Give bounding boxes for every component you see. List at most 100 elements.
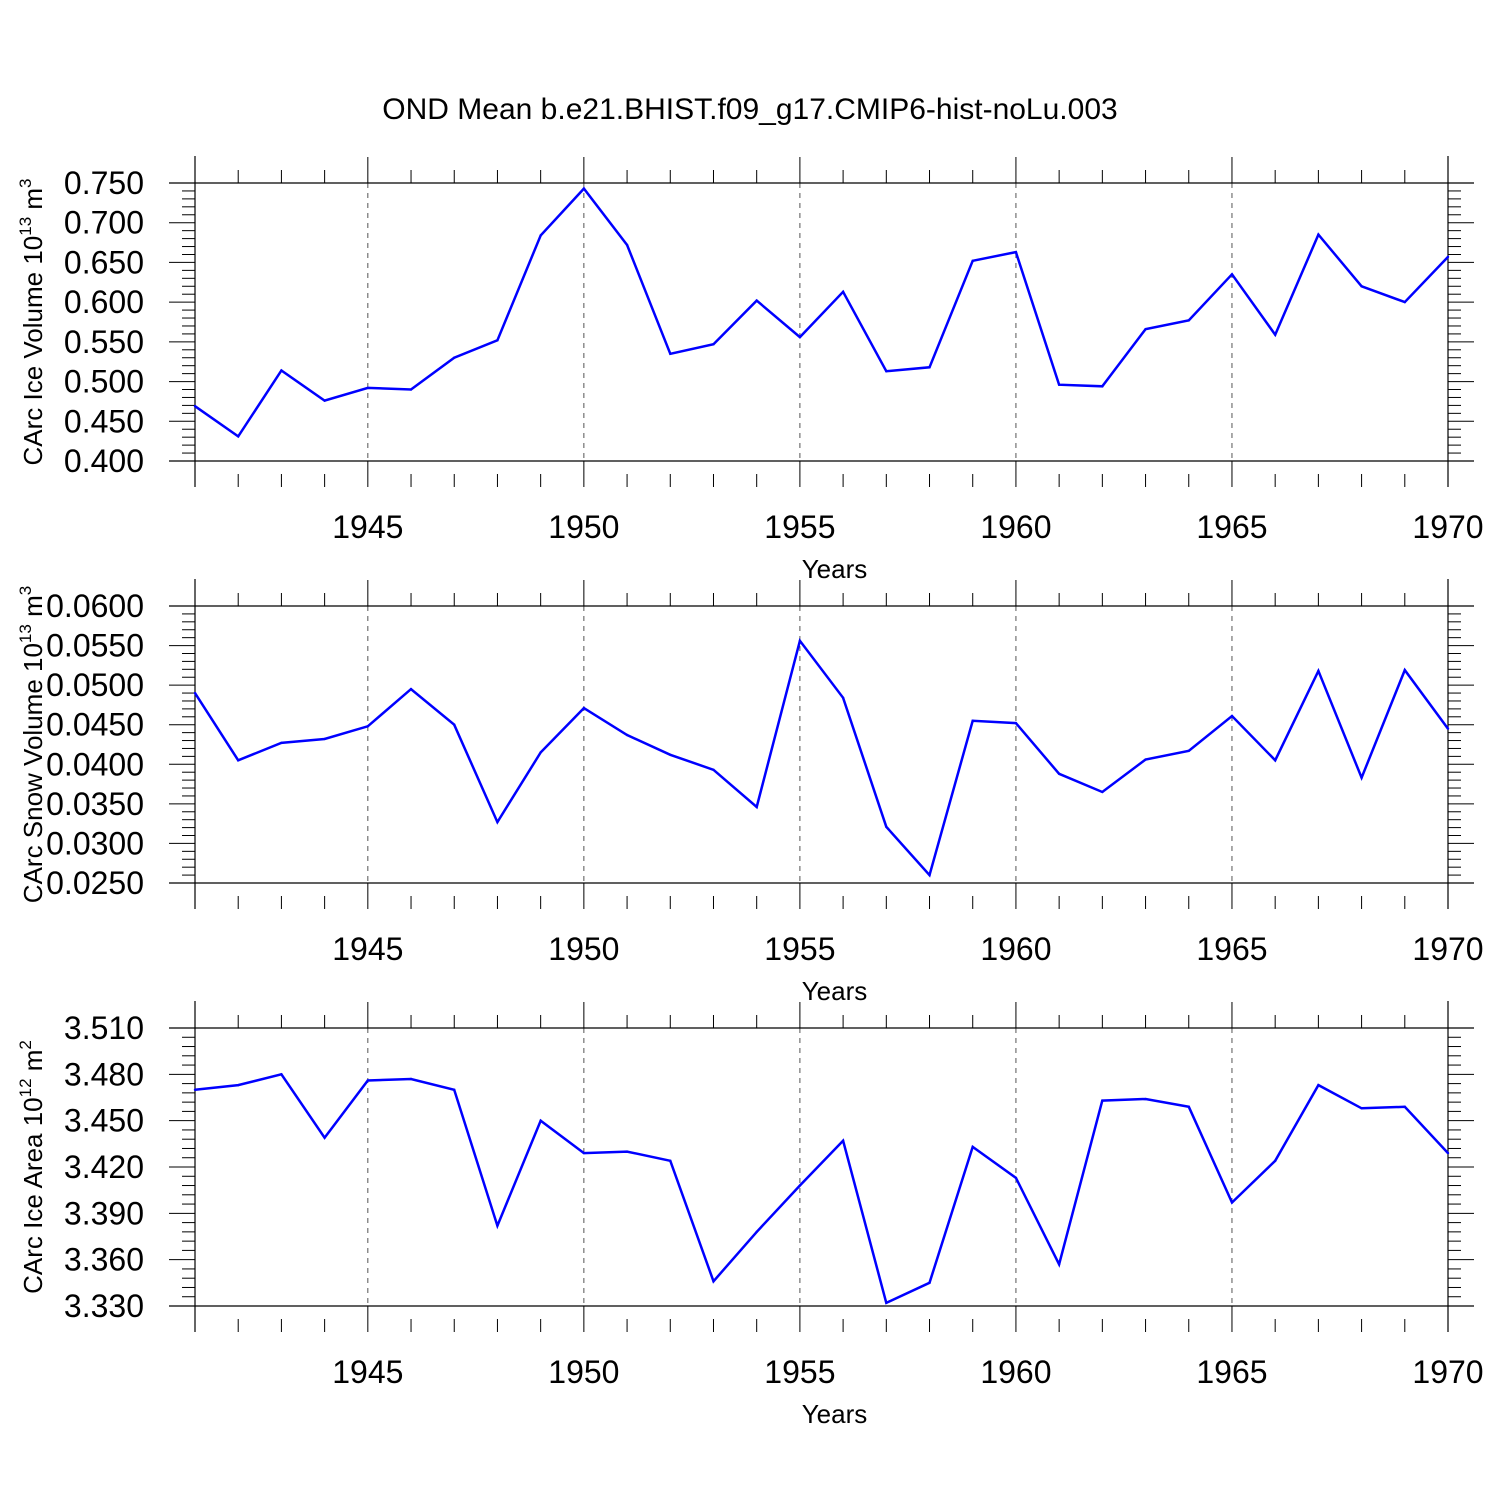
data-point	[1360, 776, 1363, 779]
panel-ice-area: 1945 1950 1955 1960 1965 1970 3.330 3.360 3.390 3…	[16, 1001, 1484, 1429]
data-point	[280, 741, 283, 745]
data-point	[237, 1083, 240, 1087]
data-point	[1273, 759, 1277, 762]
data-point	[755, 1230, 758, 1234]
data-point	[453, 1088, 456, 1091]
data-point	[712, 768, 715, 772]
data-point	[798, 639, 802, 643]
x-axis-label: Years	[802, 976, 868, 1006]
data-point	[1187, 319, 1190, 322]
x-tick-label: 1945	[332, 931, 403, 967]
y-tick-label: 0.0350	[46, 786, 144, 822]
series-line	[193, 637, 1450, 878]
data-point	[1144, 758, 1147, 761]
y-tick-label: 3.360	[64, 1242, 144, 1278]
x-tick-label: 1960	[980, 1354, 1051, 1390]
y-axis-label-part: m	[18, 188, 48, 217]
x-tick-label: 1955	[764, 1354, 835, 1390]
x-tick-label: 1950	[548, 509, 619, 545]
data-point	[755, 805, 758, 809]
x-tick-label: 1960	[980, 931, 1051, 967]
data-point	[971, 259, 974, 263]
y-axis-label-part: 2	[16, 1040, 35, 1049]
data-point	[798, 1184, 802, 1187]
data-point	[1446, 727, 1450, 730]
data-point	[928, 366, 931, 369]
data-point	[1317, 233, 1320, 236]
x-tick-label: 1965	[1196, 1354, 1267, 1390]
y-tick-label: 3.390	[64, 1195, 144, 1231]
data-point	[1360, 1107, 1363, 1110]
data-point	[1101, 1099, 1104, 1102]
data-point	[453, 723, 456, 726]
data-point	[1446, 255, 1450, 259]
data-point	[1403, 300, 1406, 304]
series-line	[194, 186, 1449, 439]
y-tick-label: 0.650	[64, 244, 144, 280]
data-point	[366, 386, 370, 390]
data-point	[1014, 250, 1018, 254]
y-axis-label-part: 3	[16, 586, 35, 595]
data-point	[193, 691, 197, 695]
y-tick-label: 0.0500	[46, 667, 144, 703]
data-point	[453, 356, 456, 359]
data-point	[1144, 327, 1147, 331]
y-tick-label: 0.0250	[46, 865, 144, 901]
x-tick-label: 1955	[764, 509, 835, 545]
data-point	[280, 1073, 283, 1076]
y-axis-label-part: 13	[16, 624, 35, 643]
x-tick-label: 1950	[548, 1354, 619, 1390]
data-point	[193, 1088, 197, 1091]
data-point	[1273, 1159, 1277, 1163]
data-point	[841, 1139, 845, 1142]
data-point	[841, 290, 845, 294]
y-axis-label-part: m	[18, 1050, 48, 1079]
data-point	[409, 388, 413, 391]
y-tick-label: 3.330	[64, 1288, 144, 1324]
data-point	[1187, 749, 1190, 753]
data-point	[582, 1151, 586, 1155]
data-point	[1101, 790, 1104, 794]
data-point	[841, 696, 845, 700]
y-tick-label: 0.0550	[46, 628, 144, 664]
data-point	[323, 1136, 326, 1139]
data-point	[366, 1079, 370, 1082]
data-point	[971, 719, 974, 722]
data-point	[625, 733, 629, 737]
data-point	[669, 753, 672, 756]
data-point	[409, 687, 413, 691]
y-axis-label-part: m	[18, 595, 48, 624]
y-tick-label: 3.480	[64, 1056, 144, 1092]
y-axis-label: CArc Ice Volume 1013 m3	[16, 178, 48, 465]
y-axis-label-part: 12	[16, 1078, 35, 1097]
data-point	[1144, 1097, 1147, 1101]
data-point	[280, 369, 283, 372]
x-tick-label: 1970	[1412, 931, 1483, 967]
data-point	[1101, 385, 1104, 388]
x-axis-label: Years	[802, 554, 868, 584]
data-point	[237, 435, 240, 438]
data-point	[1014, 721, 1018, 725]
data-point	[496, 1224, 499, 1227]
data-point	[1230, 1201, 1234, 1204]
data-point	[323, 399, 326, 402]
data-point	[928, 1281, 931, 1285]
data-point	[496, 820, 499, 824]
data-point	[885, 1301, 888, 1305]
data-point	[1317, 669, 1320, 673]
y-tick-label: 0.400	[64, 443, 144, 479]
y-axis-label-part: 3	[16, 178, 35, 187]
y-axis-label: CArc Snow Volume 1013 m3	[16, 586, 48, 903]
y-tick-label: 0.0600	[46, 588, 144, 624]
data-point	[1403, 668, 1406, 672]
y-tick-label: 0.600	[64, 284, 144, 320]
x-axis-label: Years	[802, 1399, 868, 1429]
data-point	[409, 1077, 413, 1081]
x-tick-label: 1965	[1196, 509, 1267, 545]
data-point	[928, 873, 931, 877]
y-tick-label: 0.0300	[46, 825, 144, 861]
data-point	[237, 759, 240, 762]
data-point	[971, 1145, 974, 1149]
data-point	[625, 1150, 629, 1153]
